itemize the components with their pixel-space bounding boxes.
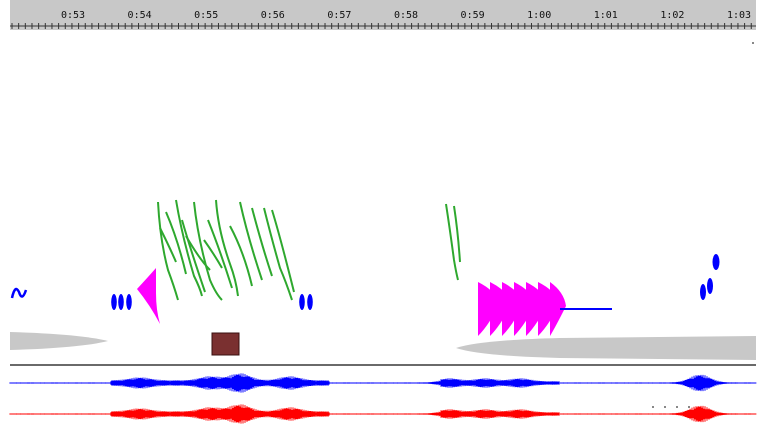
green-note — [159, 227, 177, 263]
timeline-ruler[interactable]: 0:53 0:54 0:55 0:56 0:57 0:58 0:59 1:00 1:01 1:02… — [10, 0, 756, 30]
green-note-cluster-small — [445, 203, 461, 281]
blue-oval — [712, 254, 720, 270]
blue-oval — [700, 284, 706, 300]
waveform-channel-1 — [9, 373, 757, 393]
green-note-cluster — [157, 199, 295, 301]
blue-oval — [111, 294, 117, 310]
green-note — [165, 211, 187, 275]
green-note — [271, 209, 295, 293]
blue-oval — [707, 278, 713, 294]
magenta-fan — [137, 268, 160, 324]
green-note — [239, 201, 263, 281]
green-note — [207, 219, 233, 289]
faint-marks — [652, 42, 754, 408]
waveform-path — [9, 404, 757, 424]
tick-label: 1:02 — [660, 10, 685, 21]
tick-label: 1:00 — [527, 10, 552, 21]
tick-label: 0:58 — [393, 10, 419, 21]
tick-label: 0:56 — [260, 10, 285, 21]
gray-band-left — [10, 332, 108, 350]
spectrogram-canvas[interactable] — [0, 30, 759, 432]
tick-label: 0:57 — [327, 10, 352, 21]
magenta-comb — [478, 282, 566, 336]
tick-label: 1:03 — [726, 10, 752, 21]
green-note — [175, 199, 203, 297]
green-note — [193, 201, 223, 301]
green-note — [453, 205, 461, 263]
green-note — [445, 203, 459, 281]
note-visualization — [9, 42, 757, 424]
green-note — [215, 199, 239, 297]
waveform-channel-2 — [9, 404, 757, 424]
tick-label: 0:53 — [60, 10, 86, 21]
blue-oval — [126, 294, 132, 310]
brown-block — [211, 332, 240, 356]
tick-label: 0:59 — [460, 10, 485, 21]
green-note — [181, 219, 206, 293]
blue-oval — [299, 294, 305, 310]
gray-band-right — [456, 336, 756, 360]
green-note — [185, 235, 211, 271]
blue-oval — [307, 294, 313, 310]
blue-squiggle — [10, 287, 28, 299]
green-note — [203, 239, 223, 269]
green-note — [157, 201, 179, 301]
green-note — [251, 207, 273, 277]
green-note — [229, 225, 253, 287]
tick-label: 0:55 — [194, 10, 219, 21]
tick-label: 1:01 — [593, 10, 618, 21]
ruler-ticks — [10, 23, 756, 29]
green-note — [263, 207, 293, 301]
waveform-path — [9, 373, 757, 393]
blue-oval — [118, 294, 124, 310]
tick-label: 0:54 — [127, 10, 152, 21]
